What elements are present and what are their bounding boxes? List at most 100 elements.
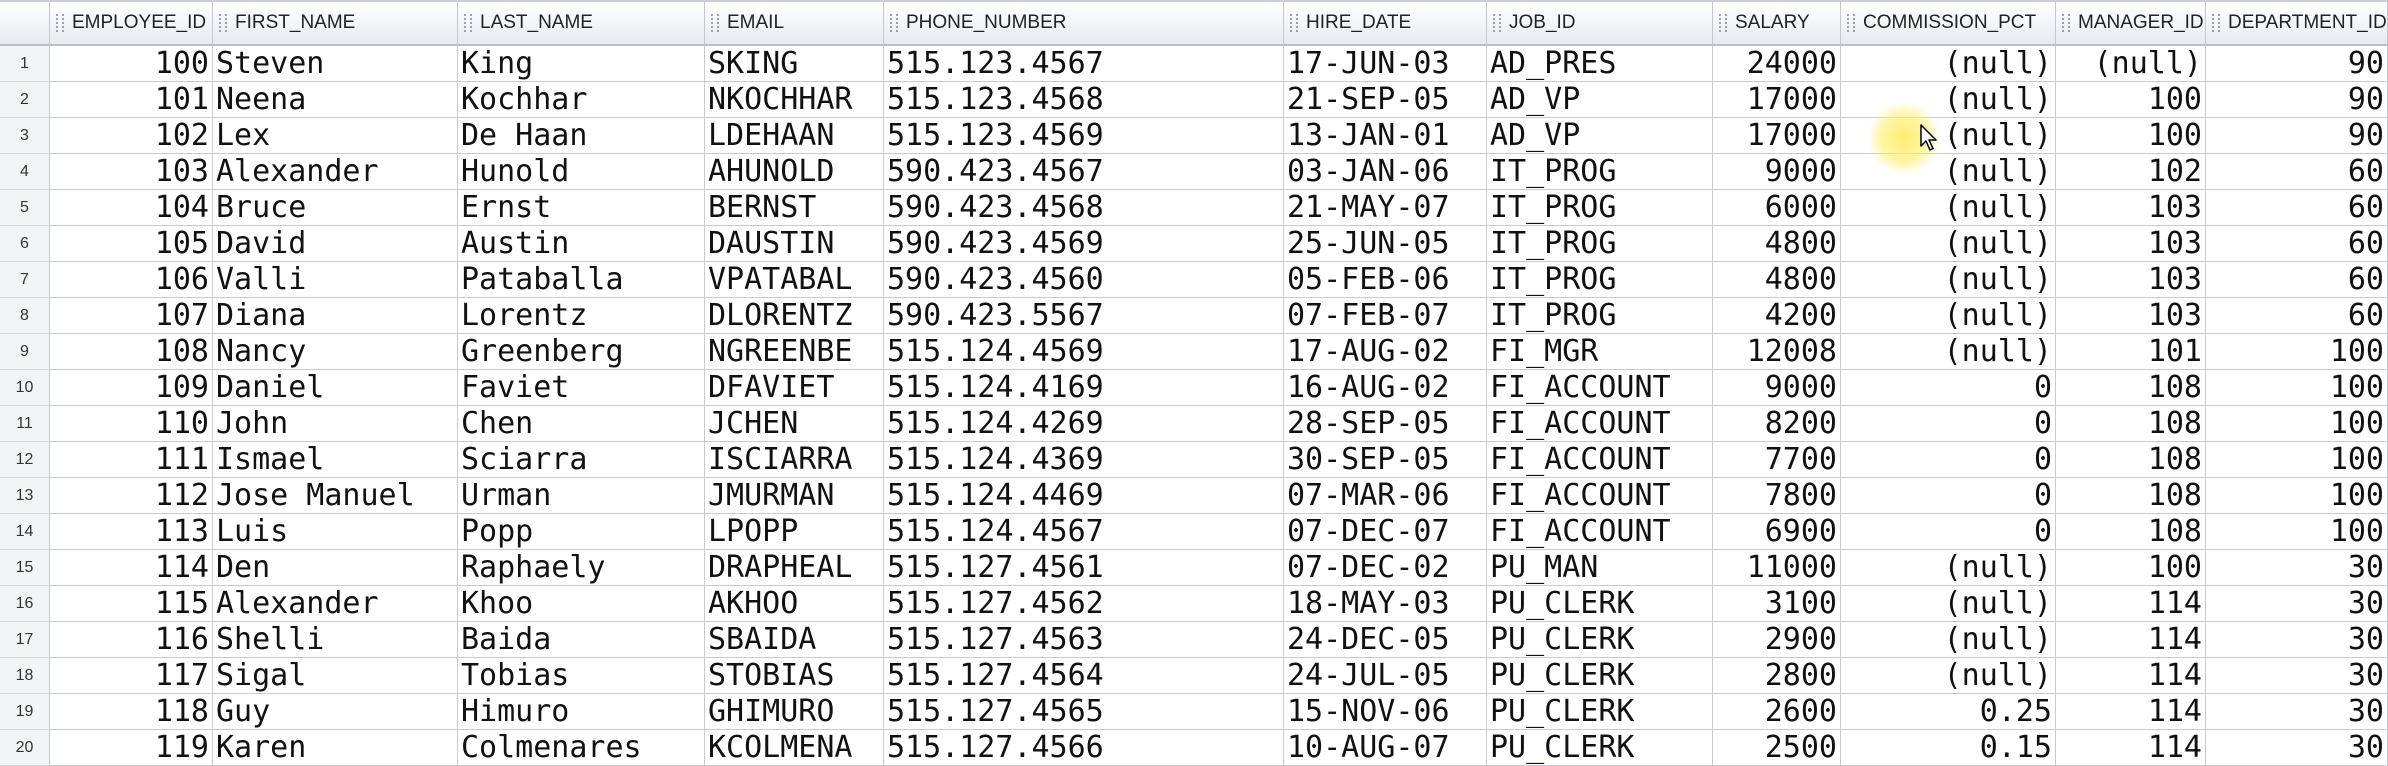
cell-last-name[interactable]: Tobias [458,658,705,694]
cell-email[interactable]: VPATABAL [705,262,884,298]
cell-employee-id[interactable]: 113 [50,514,213,550]
row-number[interactable]: 13 [0,478,50,514]
cell-commission-pct[interactable]: 0 [1841,514,2056,550]
cell-commission-pct[interactable]: (null) [1841,298,2056,334]
cell-phone-number[interactable]: 590.423.4568 [884,190,1284,226]
cell-hire-date[interactable]: 10-AUG-07 [1284,730,1487,766]
cell-commission-pct[interactable]: (null) [1841,262,2056,298]
row-number[interactable]: 17 [0,622,50,658]
cell-job-id[interactable]: IT_PROG [1487,190,1713,226]
cell-manager-id[interactable]: 114 [2056,586,2206,622]
cell-hire-date[interactable]: 03-JAN-06 [1284,154,1487,190]
cell-manager-id[interactable]: 108 [2056,514,2206,550]
cell-phone-number[interactable]: 515.127.4566 [884,730,1284,766]
cell-hire-date[interactable]: 21-MAY-07 [1284,190,1487,226]
cell-commission-pct[interactable]: (null) [1841,154,2056,190]
row-number[interactable]: 15 [0,550,50,586]
cell-employee-id[interactable]: 109 [50,370,213,406]
cell-salary[interactable]: 11000 [1713,550,1841,586]
cell-phone-number[interactable]: 590.423.4560 [884,262,1284,298]
row-number[interactable]: 6 [0,226,50,262]
cell-salary[interactable]: 17000 [1713,118,1841,154]
cell-salary[interactable]: 4800 [1713,262,1841,298]
cell-last-name[interactable]: Kochhar [458,82,705,118]
row-number[interactable]: 9 [0,334,50,370]
cell-last-name[interactable]: Chen [458,406,705,442]
row-number[interactable]: 18 [0,658,50,694]
cell-last-name[interactable]: Austin [458,226,705,262]
cell-email[interactable]: JMURMAN [705,478,884,514]
cell-commission-pct[interactable]: 0.15 [1841,730,2056,766]
cell-email[interactable]: DAUSTIN [705,226,884,262]
cell-job-id[interactable]: AD_PRES [1487,46,1713,82]
cell-department-id[interactable]: 30 [2206,622,2388,658]
cell-email[interactable]: LDEHAAN [705,118,884,154]
cell-hire-date[interactable]: 24-JUL-05 [1284,658,1487,694]
cell-manager-id[interactable]: 108 [2056,406,2206,442]
cell-job-id[interactable]: PU_MAN [1487,550,1713,586]
cell-department-id[interactable]: 30 [2206,658,2388,694]
cell-commission-pct[interactable]: (null) [1841,622,2056,658]
cell-employee-id[interactable]: 105 [50,226,213,262]
cell-last-name[interactable]: Khoo [458,586,705,622]
cell-job-id[interactable]: FI_ACCOUNT [1487,406,1713,442]
cell-last-name[interactable]: King [458,46,705,82]
cell-job-id[interactable]: PU_CLERK [1487,658,1713,694]
cell-email[interactable]: DLORENTZ [705,298,884,334]
row-number[interactable]: 14 [0,514,50,550]
cell-manager-id[interactable]: 103 [2056,298,2206,334]
cell-first-name[interactable]: Nancy [213,334,458,370]
cell-last-name[interactable]: Lorentz [458,298,705,334]
cell-employee-id[interactable]: 101 [50,82,213,118]
cell-salary[interactable]: 7800 [1713,478,1841,514]
cell-job-id[interactable]: IT_PROG [1487,262,1713,298]
cell-manager-id[interactable]: 103 [2056,226,2206,262]
cell-email[interactable]: NKOCHHAR [705,82,884,118]
cell-manager-id[interactable]: 114 [2056,658,2206,694]
cell-employee-id[interactable]: 114 [50,550,213,586]
cell-email[interactable]: LPOPP [705,514,884,550]
cell-commission-pct[interactable]: (null) [1841,586,2056,622]
cell-job-id[interactable]: AD_VP [1487,118,1713,154]
cell-last-name[interactable]: Greenberg [458,334,705,370]
cell-employee-id[interactable]: 119 [50,730,213,766]
cell-hire-date[interactable]: 13-JAN-01 [1284,118,1487,154]
cell-department-id[interactable]: 30 [2206,730,2388,766]
cell-employee-id[interactable]: 117 [50,658,213,694]
column-header-first-name[interactable]: FIRST_NAME [213,2,458,46]
cell-salary[interactable]: 6900 [1713,514,1841,550]
cell-hire-date[interactable]: 07-FEB-07 [1284,298,1487,334]
cell-hire-date[interactable]: 15-NOV-06 [1284,694,1487,730]
cell-job-id[interactable]: PU_CLERK [1487,622,1713,658]
column-header-phone-number[interactable]: PHONE_NUMBER [884,2,1284,46]
cell-salary[interactable]: 2900 [1713,622,1841,658]
cell-department-id[interactable]: 100 [2206,370,2388,406]
cell-first-name[interactable]: Bruce [213,190,458,226]
row-number[interactable]: 4 [0,154,50,190]
cell-hire-date[interactable]: 07-DEC-02 [1284,550,1487,586]
cell-department-id[interactable]: 90 [2206,118,2388,154]
cell-first-name[interactable]: Guy [213,694,458,730]
column-header-job-id[interactable]: JOB_ID [1487,2,1713,46]
cell-phone-number[interactable]: 590.423.4567 [884,154,1284,190]
cell-hire-date[interactable]: 07-DEC-07 [1284,514,1487,550]
cell-manager-id[interactable]: 114 [2056,694,2206,730]
cell-commission-pct[interactable]: (null) [1841,46,2056,82]
cell-manager-id[interactable]: (null) [2056,46,2206,82]
cell-first-name[interactable]: Jose Manuel [213,478,458,514]
cell-last-name[interactable]: Colmenares [458,730,705,766]
cell-salary[interactable]: 8200 [1713,406,1841,442]
cell-manager-id[interactable]: 108 [2056,478,2206,514]
column-header-email[interactable]: EMAIL [705,2,884,46]
cell-manager-id[interactable]: 100 [2056,118,2206,154]
cell-employee-id[interactable]: 118 [50,694,213,730]
cell-hire-date[interactable]: 21-SEP-05 [1284,82,1487,118]
cell-salary[interactable]: 24000 [1713,46,1841,82]
cell-employee-id[interactable]: 108 [50,334,213,370]
cell-employee-id[interactable]: 107 [50,298,213,334]
cell-phone-number[interactable]: 515.127.4561 [884,550,1284,586]
cell-first-name[interactable]: Diana [213,298,458,334]
cell-commission-pct[interactable]: (null) [1841,658,2056,694]
cell-phone-number[interactable]: 515.124.4569 [884,334,1284,370]
cell-first-name[interactable]: Ismael [213,442,458,478]
